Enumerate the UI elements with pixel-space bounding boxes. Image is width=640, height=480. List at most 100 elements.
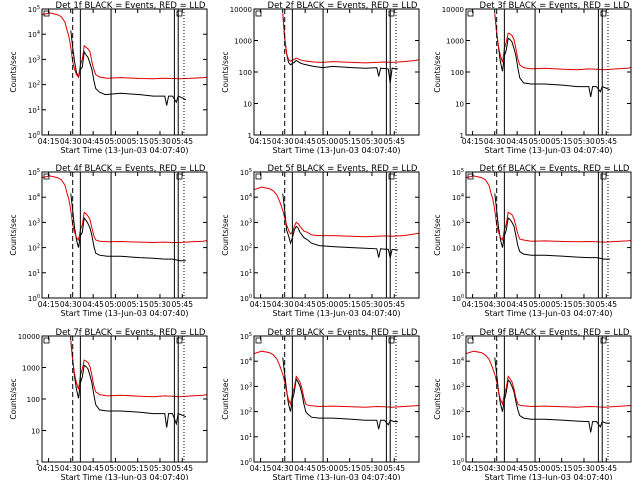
y-tick-label: 100	[240, 458, 252, 467]
corner-box-right	[388, 10, 395, 17]
y-tick-label: 1000	[22, 365, 40, 373]
x-tick-label: 05:15	[339, 464, 361, 473]
x-axis-label: Start Time (13-Jun-03 04:07:40)	[273, 146, 401, 155]
events-series-line	[282, 193, 398, 258]
x-tick-label: 05:15	[127, 300, 149, 309]
x-tick-label: 05:30	[149, 300, 171, 309]
corner-box-left	[255, 10, 262, 17]
x-tick-label: 04:30	[60, 300, 82, 309]
y-tick-label: 103	[240, 218, 252, 227]
corner-box-left	[43, 337, 50, 344]
corner-box-left	[43, 10, 50, 17]
y-tick-label: 102	[452, 244, 464, 253]
y-tick-label: 10000	[442, 6, 464, 14]
x-tick-label: 05:15	[127, 137, 149, 146]
y-tick-label: 103	[28, 55, 40, 64]
y-tick-label: 101	[452, 433, 464, 442]
y-tick-label: 105	[28, 168, 40, 177]
lld-series-line	[466, 175, 631, 243]
y-tick-label: 105	[452, 168, 464, 177]
y-axis-label: Counts/sec	[9, 378, 18, 419]
x-tick-label: 05:15	[551, 464, 573, 473]
y-axis-label: Counts/sec	[221, 51, 230, 92]
panel-title: Det 4f BLACK = Events, RED = LLD	[56, 164, 206, 174]
y-tick-label: 10000	[18, 333, 40, 341]
y-tick-label: 100	[239, 69, 252, 77]
y-tick-label: 104	[452, 193, 464, 202]
x-axis-label: Start Time (13-Jun-03 04:07:40)	[273, 309, 401, 318]
events-series-line	[70, 30, 187, 106]
panel-title: Det 6f BLACK = Events, RED = LLD	[480, 164, 630, 174]
y-axis-label: Counts/sec	[221, 214, 230, 255]
y-tick-label: 10	[243, 101, 252, 109]
x-tick-label: 05:45	[171, 300, 193, 309]
y-tick-label: 102	[28, 81, 40, 90]
corner-box-left	[43, 173, 50, 180]
y-tick-label: 105	[28, 5, 40, 14]
y-tick-label: 100	[452, 458, 464, 467]
plot-frame	[41, 171, 208, 299]
x-tick-label: 05:00	[529, 137, 551, 146]
lld-series-line	[254, 350, 419, 408]
x-tick-label: 05:30	[573, 137, 595, 146]
y-tick-label: 102	[240, 408, 252, 417]
y-tick-label: 101	[28, 106, 40, 115]
events-series-line	[70, 340, 187, 428]
lld-series-line	[494, 13, 631, 71]
plot-frame	[41, 335, 208, 463]
x-tick-label: 04:45	[82, 300, 104, 309]
x-tick-label: 05:30	[149, 137, 171, 146]
lld-series-line	[466, 350, 631, 408]
x-tick-label: 05:00	[529, 464, 551, 473]
x-tick-label: 04:30	[60, 464, 82, 473]
y-tick-label: 105	[240, 332, 252, 341]
corner-box-right	[176, 173, 183, 180]
x-tick-label: 05:30	[361, 300, 383, 309]
x-tick-label: 04:45	[82, 137, 104, 146]
x-tick-label: 05:45	[595, 137, 617, 146]
corner-box-right	[600, 337, 607, 344]
x-tick-label: 04:15	[38, 464, 60, 473]
plot-frame	[253, 8, 420, 136]
y-tick-label: 102	[28, 244, 40, 253]
events-series-line	[494, 193, 610, 260]
y-tick-label: 100	[28, 131, 40, 140]
plot-frame	[465, 335, 632, 463]
y-tick-label: 104	[240, 357, 252, 366]
x-tick-label: 05:15	[551, 300, 573, 309]
x-tick-label: 05:30	[361, 464, 383, 473]
x-tick-label: 04:30	[272, 464, 294, 473]
plot-frame	[465, 8, 632, 136]
plot-frame	[41, 8, 208, 136]
x-tick-label: 04:15	[250, 464, 272, 473]
x-tick-label: 04:15	[250, 137, 272, 146]
lld-series-line	[282, 13, 419, 64]
x-tick-label: 04:45	[294, 137, 316, 146]
x-tick-label: 05:15	[339, 300, 361, 309]
x-axis-label: Start Time (13-Jun-03 04:07:40)	[61, 146, 189, 155]
y-tick-label: 105	[452, 332, 464, 341]
panel-title: Det 3f BLACK = Events, RED = LLD	[480, 1, 630, 11]
x-tick-label: 05:00	[105, 300, 127, 309]
panel-det-6f: Det 6f BLACK = Events, RED = LLD 100 101 10…	[433, 164, 632, 318]
x-tick-label: 04:30	[60, 137, 82, 146]
corner-box-left	[467, 173, 474, 180]
y-axis-label: Counts/sec	[221, 378, 230, 419]
x-tick-label: 05:15	[339, 137, 361, 146]
x-tick-label: 05:00	[105, 464, 127, 473]
y-tick-label: 100	[452, 294, 464, 303]
y-tick-label: 102	[240, 244, 252, 253]
corner-box-left	[467, 10, 474, 17]
y-axis-label: Counts/sec	[433, 214, 442, 255]
x-tick-label: 05:30	[149, 464, 171, 473]
y-axis-label: Counts/sec	[433, 378, 442, 419]
y-axis-label: Counts/sec	[9, 214, 18, 255]
y-tick-label: 101	[28, 269, 40, 278]
x-tick-label: 05:45	[383, 464, 405, 473]
x-tick-label: 04:45	[82, 464, 104, 473]
y-tick-label: 104	[452, 357, 464, 366]
y-tick-label: 10	[455, 101, 464, 109]
x-tick-label: 04:45	[294, 464, 316, 473]
x-tick-label: 05:45	[171, 137, 193, 146]
